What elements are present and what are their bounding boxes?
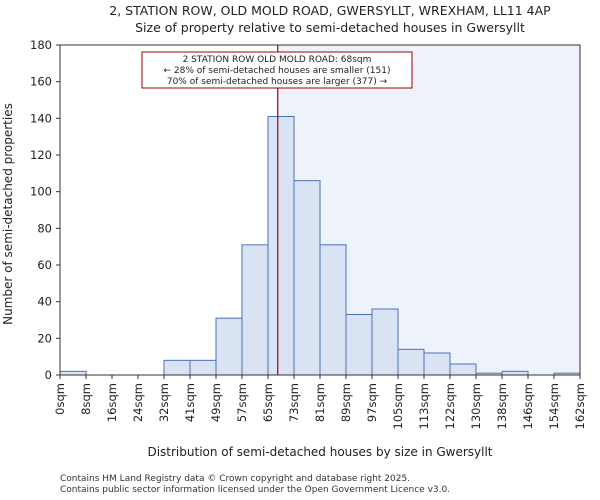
footer-line-1: Contains HM Land Registry data © Crown c… [60,474,410,484]
y-axis-label: Number of semi-detached properties [1,103,15,325]
x-axis-label: Distribution of semi-detached houses by … [147,445,492,459]
x-tick-label: 154sqm [547,383,561,429]
x-tick-label: 89sqm [339,383,353,422]
chart-title: 2, STATION ROW, OLD MOLD ROAD, GWERSYLLT… [109,3,551,18]
histogram-bar [293,180,321,376]
histogram-bar [163,359,191,376]
x-tick-label: 8sqm [79,383,93,415]
x-tick-label: 73sqm [287,383,301,422]
y-tick-label: 120 [30,148,52,162]
y-axis: 0 20 40 60 80 100 120 140 160 180 [30,38,60,382]
y-tick-label: 0 [45,368,52,382]
x-tick-label: 162sqm [573,383,587,429]
annotation-line-3: 70% of semi-detached houses are larger (… [167,77,388,87]
histogram-bar [371,308,399,376]
x-tick-label: 138sqm [495,383,509,429]
x-tick-label: 113sqm [417,383,431,429]
x-tick-label: 65sqm [261,383,275,422]
histogram-bar [215,317,243,376]
x-tick-label: 146sqm [521,383,535,429]
x-tick-label: 130sqm [469,383,483,429]
histogram-bar [59,370,87,376]
y-tick-label: 180 [30,38,52,52]
histogram-bar [267,116,295,376]
y-tick-label: 140 [30,111,52,125]
footer-line-2: Contains public sector information licen… [60,485,450,495]
annotation-frame [141,51,413,89]
x-tick-label: 16sqm [105,383,119,422]
annotation-line-1: 2 STATION ROW OLD MOLD ROAD: 68sqm [183,55,372,65]
x-tick-label: 57sqm [235,383,249,422]
x-tick-label: 49sqm [209,383,223,422]
histogram-bar [501,370,529,376]
histogram-bar [189,359,217,376]
x-tick-label: 24sqm [131,383,145,422]
bars-group [59,116,581,376]
histogram-bar [319,244,347,376]
histogram-bar [345,314,373,376]
x-tick-label: 32sqm [157,383,171,422]
histogram-bar [241,244,269,376]
histogram-bar [449,363,477,376]
y-tick-label: 40 [37,295,52,309]
y-tick-label: 160 [30,75,52,89]
x-tick-label: 81sqm [313,383,327,422]
x-tick-label: 122sqm [443,383,457,429]
x-tick-label: 97sqm [365,383,379,422]
y-tick-label: 20 [37,331,52,345]
annotation-line-2: ← 28% of semi-detached houses are smalle… [164,66,391,76]
x-tick-label: 105sqm [391,383,405,429]
histogram-bar [397,348,425,376]
y-tick-label: 60 [37,258,52,272]
y-tick-label: 100 [30,185,52,199]
annotation-box: 2 STATION ROW OLD MOLD ROAD: 68sqm ← 28%… [141,51,413,89]
chart-subtitle: Size of property relative to semi-detach… [135,20,525,35]
histogram-bar [423,352,451,376]
x-tick-label: 0sqm [53,383,67,415]
x-axis: 0sqm 8sqm 16sqm 24sqm 32sqm 41sqm 49sqm 57sqm 65… [53,375,587,429]
x-tick-label: 41sqm [183,383,197,422]
y-tick-label: 80 [37,221,52,235]
